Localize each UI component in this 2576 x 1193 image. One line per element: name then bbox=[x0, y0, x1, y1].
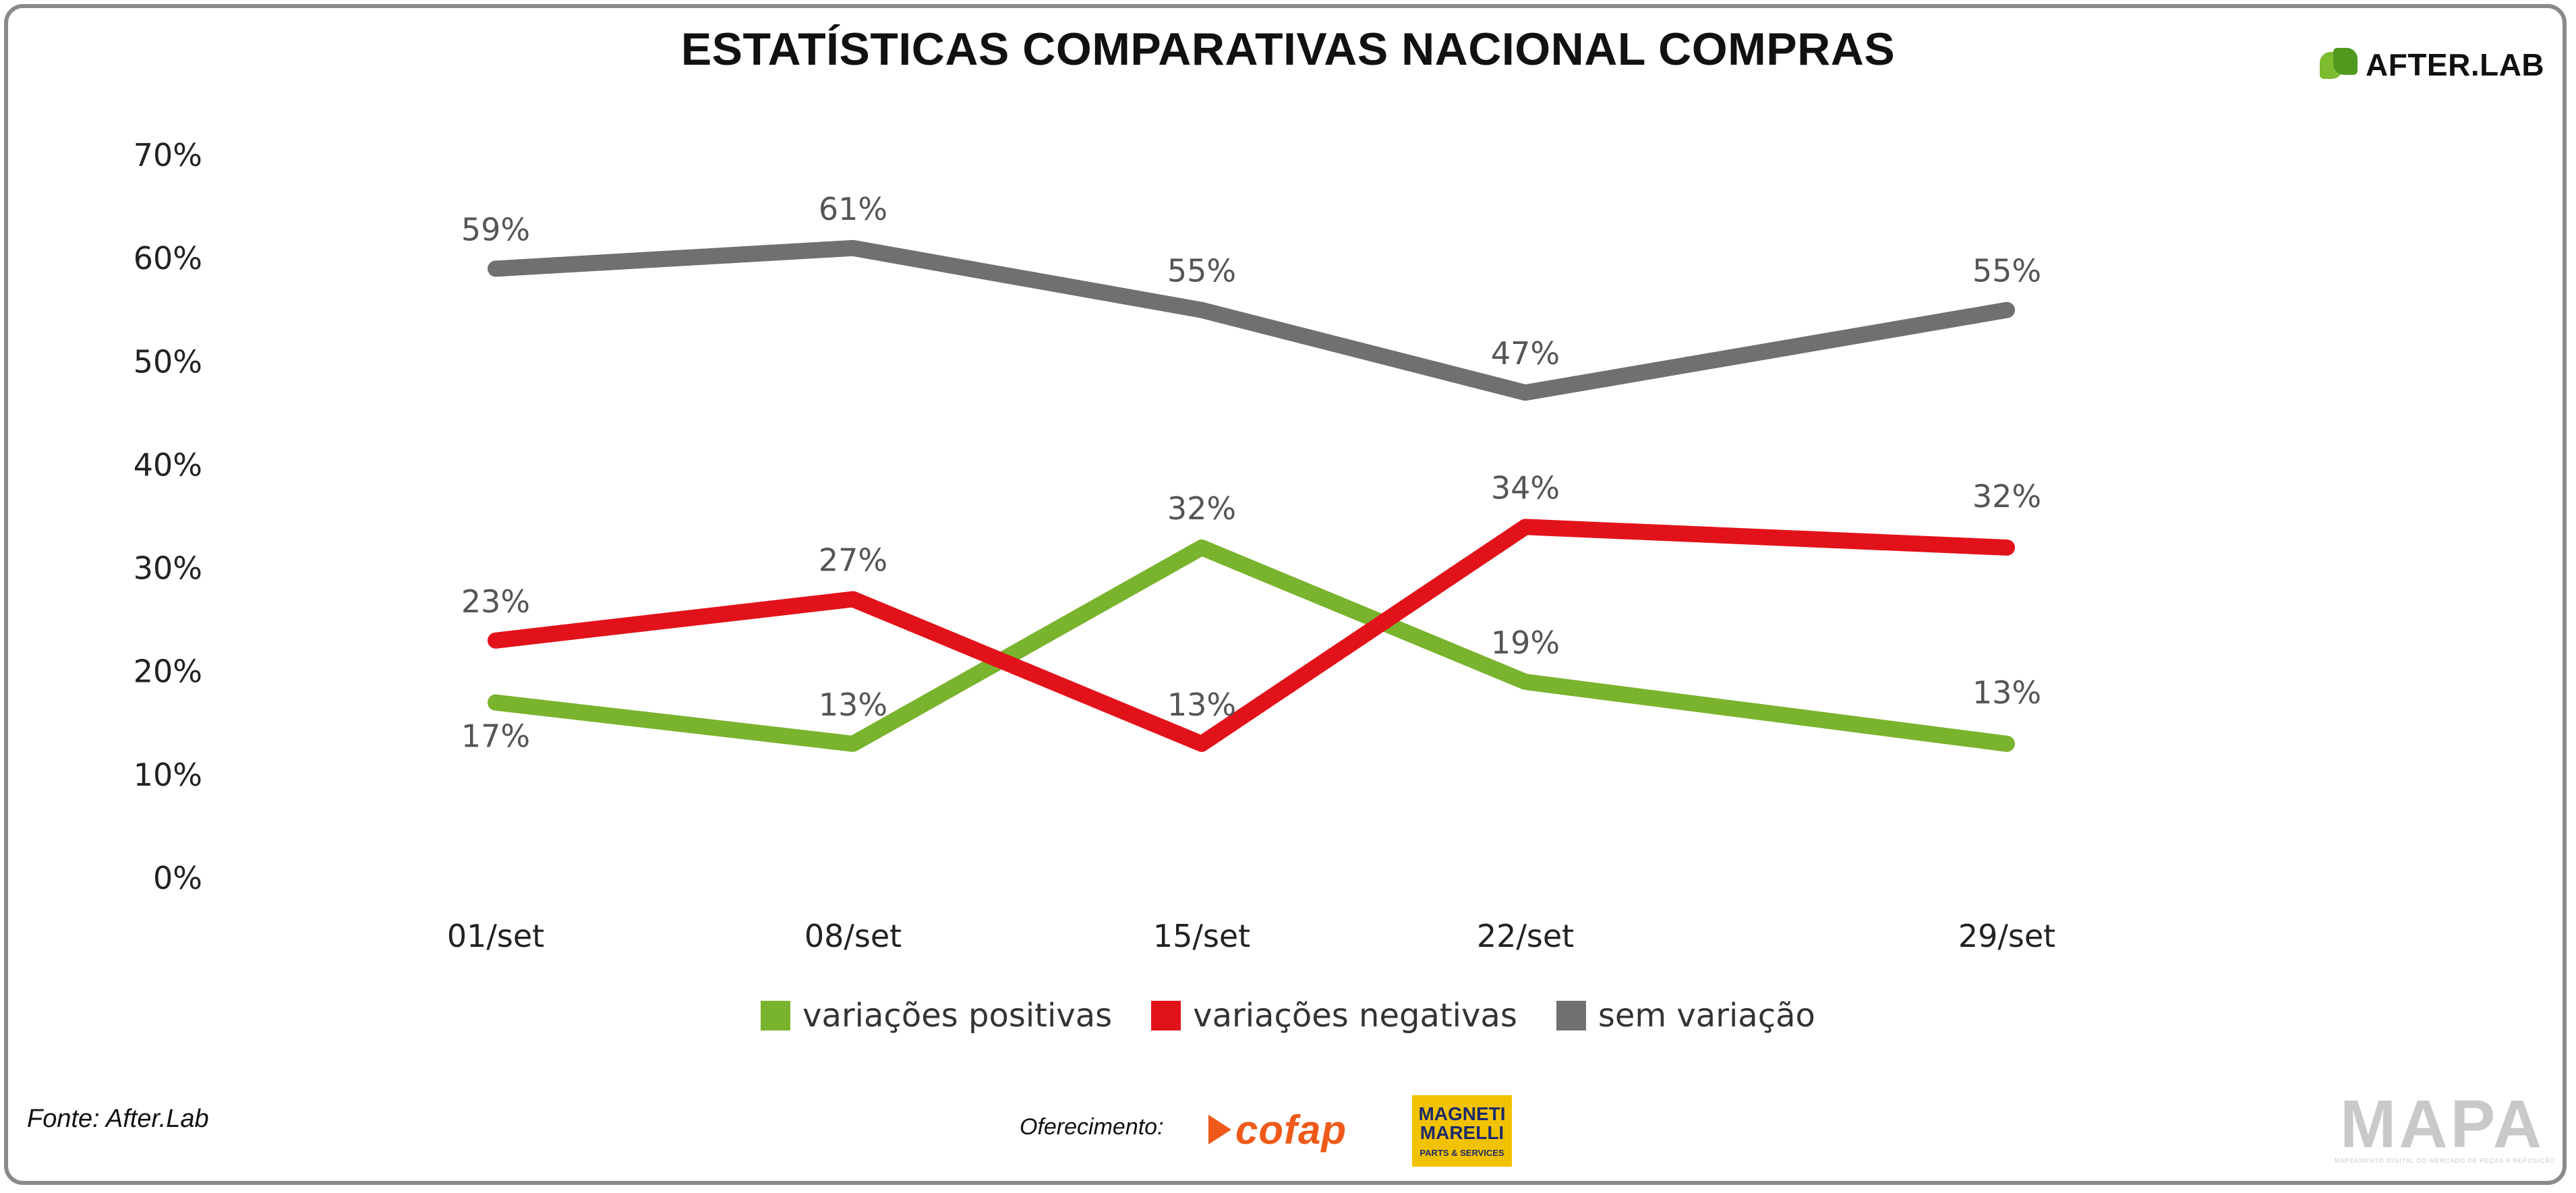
data-label-positive: 13% bbox=[819, 687, 887, 723]
series-line-neutral bbox=[488, 239, 2015, 401]
data-label-neutral: 61% bbox=[819, 191, 887, 227]
x-tick-label: 29/set bbox=[1958, 918, 2055, 954]
data-label-positive: 13% bbox=[1972, 674, 2041, 711]
series-lines bbox=[488, 239, 2015, 752]
mapa-logo: MAPA bbox=[2340, 1086, 2545, 1162]
series-line-negative bbox=[488, 519, 2015, 752]
legend-swatch-positive bbox=[761, 1001, 791, 1030]
afterlab-logo-text: AFTER.LAB bbox=[2366, 47, 2545, 82]
afterlab-logo-icon bbox=[2320, 48, 2359, 82]
series-line-positive bbox=[488, 539, 2015, 752]
source-note: Fonte: After.Lab bbox=[27, 1105, 209, 1133]
data-label-negative: 13% bbox=[1167, 687, 1236, 723]
mapa-tagline: MAPEAMENTO DIGITAL DO MERCADO DE PEÇAS E… bbox=[2335, 1157, 2556, 1164]
magneti-marelli-logo: MAGNETI MARELLI PARTS & SERVICES bbox=[1412, 1095, 1512, 1167]
data-label-positive: 17% bbox=[461, 718, 530, 755]
legend-label-negative: variações negativas bbox=[1193, 997, 1517, 1035]
data-label-neutral: 55% bbox=[1167, 253, 1236, 289]
magneti-logo-line1: MAGNETI bbox=[1418, 1103, 1506, 1124]
cofap-logo: cofap bbox=[1208, 1106, 1347, 1153]
legend-item-positive: variações positivas bbox=[761, 997, 1112, 1035]
x-tick-label: 22/set bbox=[1477, 918, 1574, 954]
data-label-positive: 32% bbox=[1167, 490, 1236, 527]
y-tick-label: 0% bbox=[153, 860, 202, 896]
cofap-logo-text: cofap bbox=[1235, 1107, 1347, 1153]
magneti-logo-line2: MARELLI bbox=[1419, 1122, 1504, 1143]
data-label-positive: 19% bbox=[1491, 624, 1560, 661]
y-tick-label: 40% bbox=[134, 446, 202, 483]
y-tick-label: 50% bbox=[134, 343, 202, 380]
data-label-neutral: 47% bbox=[1491, 335, 1560, 372]
cofap-chevron-icon bbox=[1208, 1115, 1231, 1144]
y-tick-label: 20% bbox=[134, 653, 202, 690]
page-title: ESTATÍSTICAS COMPARATIVAS NACIONAL COMPR… bbox=[680, 24, 1896, 75]
sponsor-label: Oferecimento: bbox=[1020, 1114, 1164, 1140]
data-label-negative: 34% bbox=[1491, 469, 1560, 506]
legend-label-neutral: sem variação bbox=[1598, 997, 1815, 1035]
y-tick-label: 30% bbox=[134, 550, 202, 587]
magneti-logo-tag: PARTS & SERVICES bbox=[1419, 1147, 1504, 1158]
chart-legend: variações positivas variações negativas … bbox=[0, 997, 2576, 1035]
data-label-neutral: 59% bbox=[461, 211, 530, 248]
y-tick-label: 70% bbox=[134, 137, 202, 173]
x-axis: 01/set 08/set 15/set 22/set 29/set bbox=[447, 918, 2055, 954]
x-tick-label: 08/set bbox=[804, 918, 902, 954]
legend-item-negative: variações negativas bbox=[1151, 997, 1517, 1035]
y-tick-label: 60% bbox=[134, 240, 202, 277]
x-tick-label: 01/set bbox=[447, 918, 544, 954]
data-labels: 17% 13% 32% 19% 13% 23% 27% 13% 34% 32% 59% 61% 55% 4… bbox=[461, 191, 2041, 755]
y-tick-label: 10% bbox=[134, 757, 202, 793]
data-label-negative: 23% bbox=[461, 583, 530, 620]
legend-item-neutral: sem variação bbox=[1556, 997, 1815, 1035]
chart-frame bbox=[4, 4, 2567, 1185]
legend-swatch-negative bbox=[1151, 1001, 1181, 1030]
data-label-negative: 27% bbox=[819, 542, 887, 579]
y-axis: 0% 10% 20% 30% 40% 50% 60% 70% bbox=[134, 137, 202, 896]
x-tick-label: 15/set bbox=[1153, 918, 1250, 954]
legend-label-positive: variações positivas bbox=[802, 997, 1113, 1035]
data-label-negative: 32% bbox=[1972, 478, 2041, 515]
legend-swatch-neutral bbox=[1556, 1001, 1586, 1030]
afterlab-logo: AFTER.LAB bbox=[2320, 45, 2544, 85]
data-label-neutral: 55% bbox=[1972, 253, 2041, 289]
